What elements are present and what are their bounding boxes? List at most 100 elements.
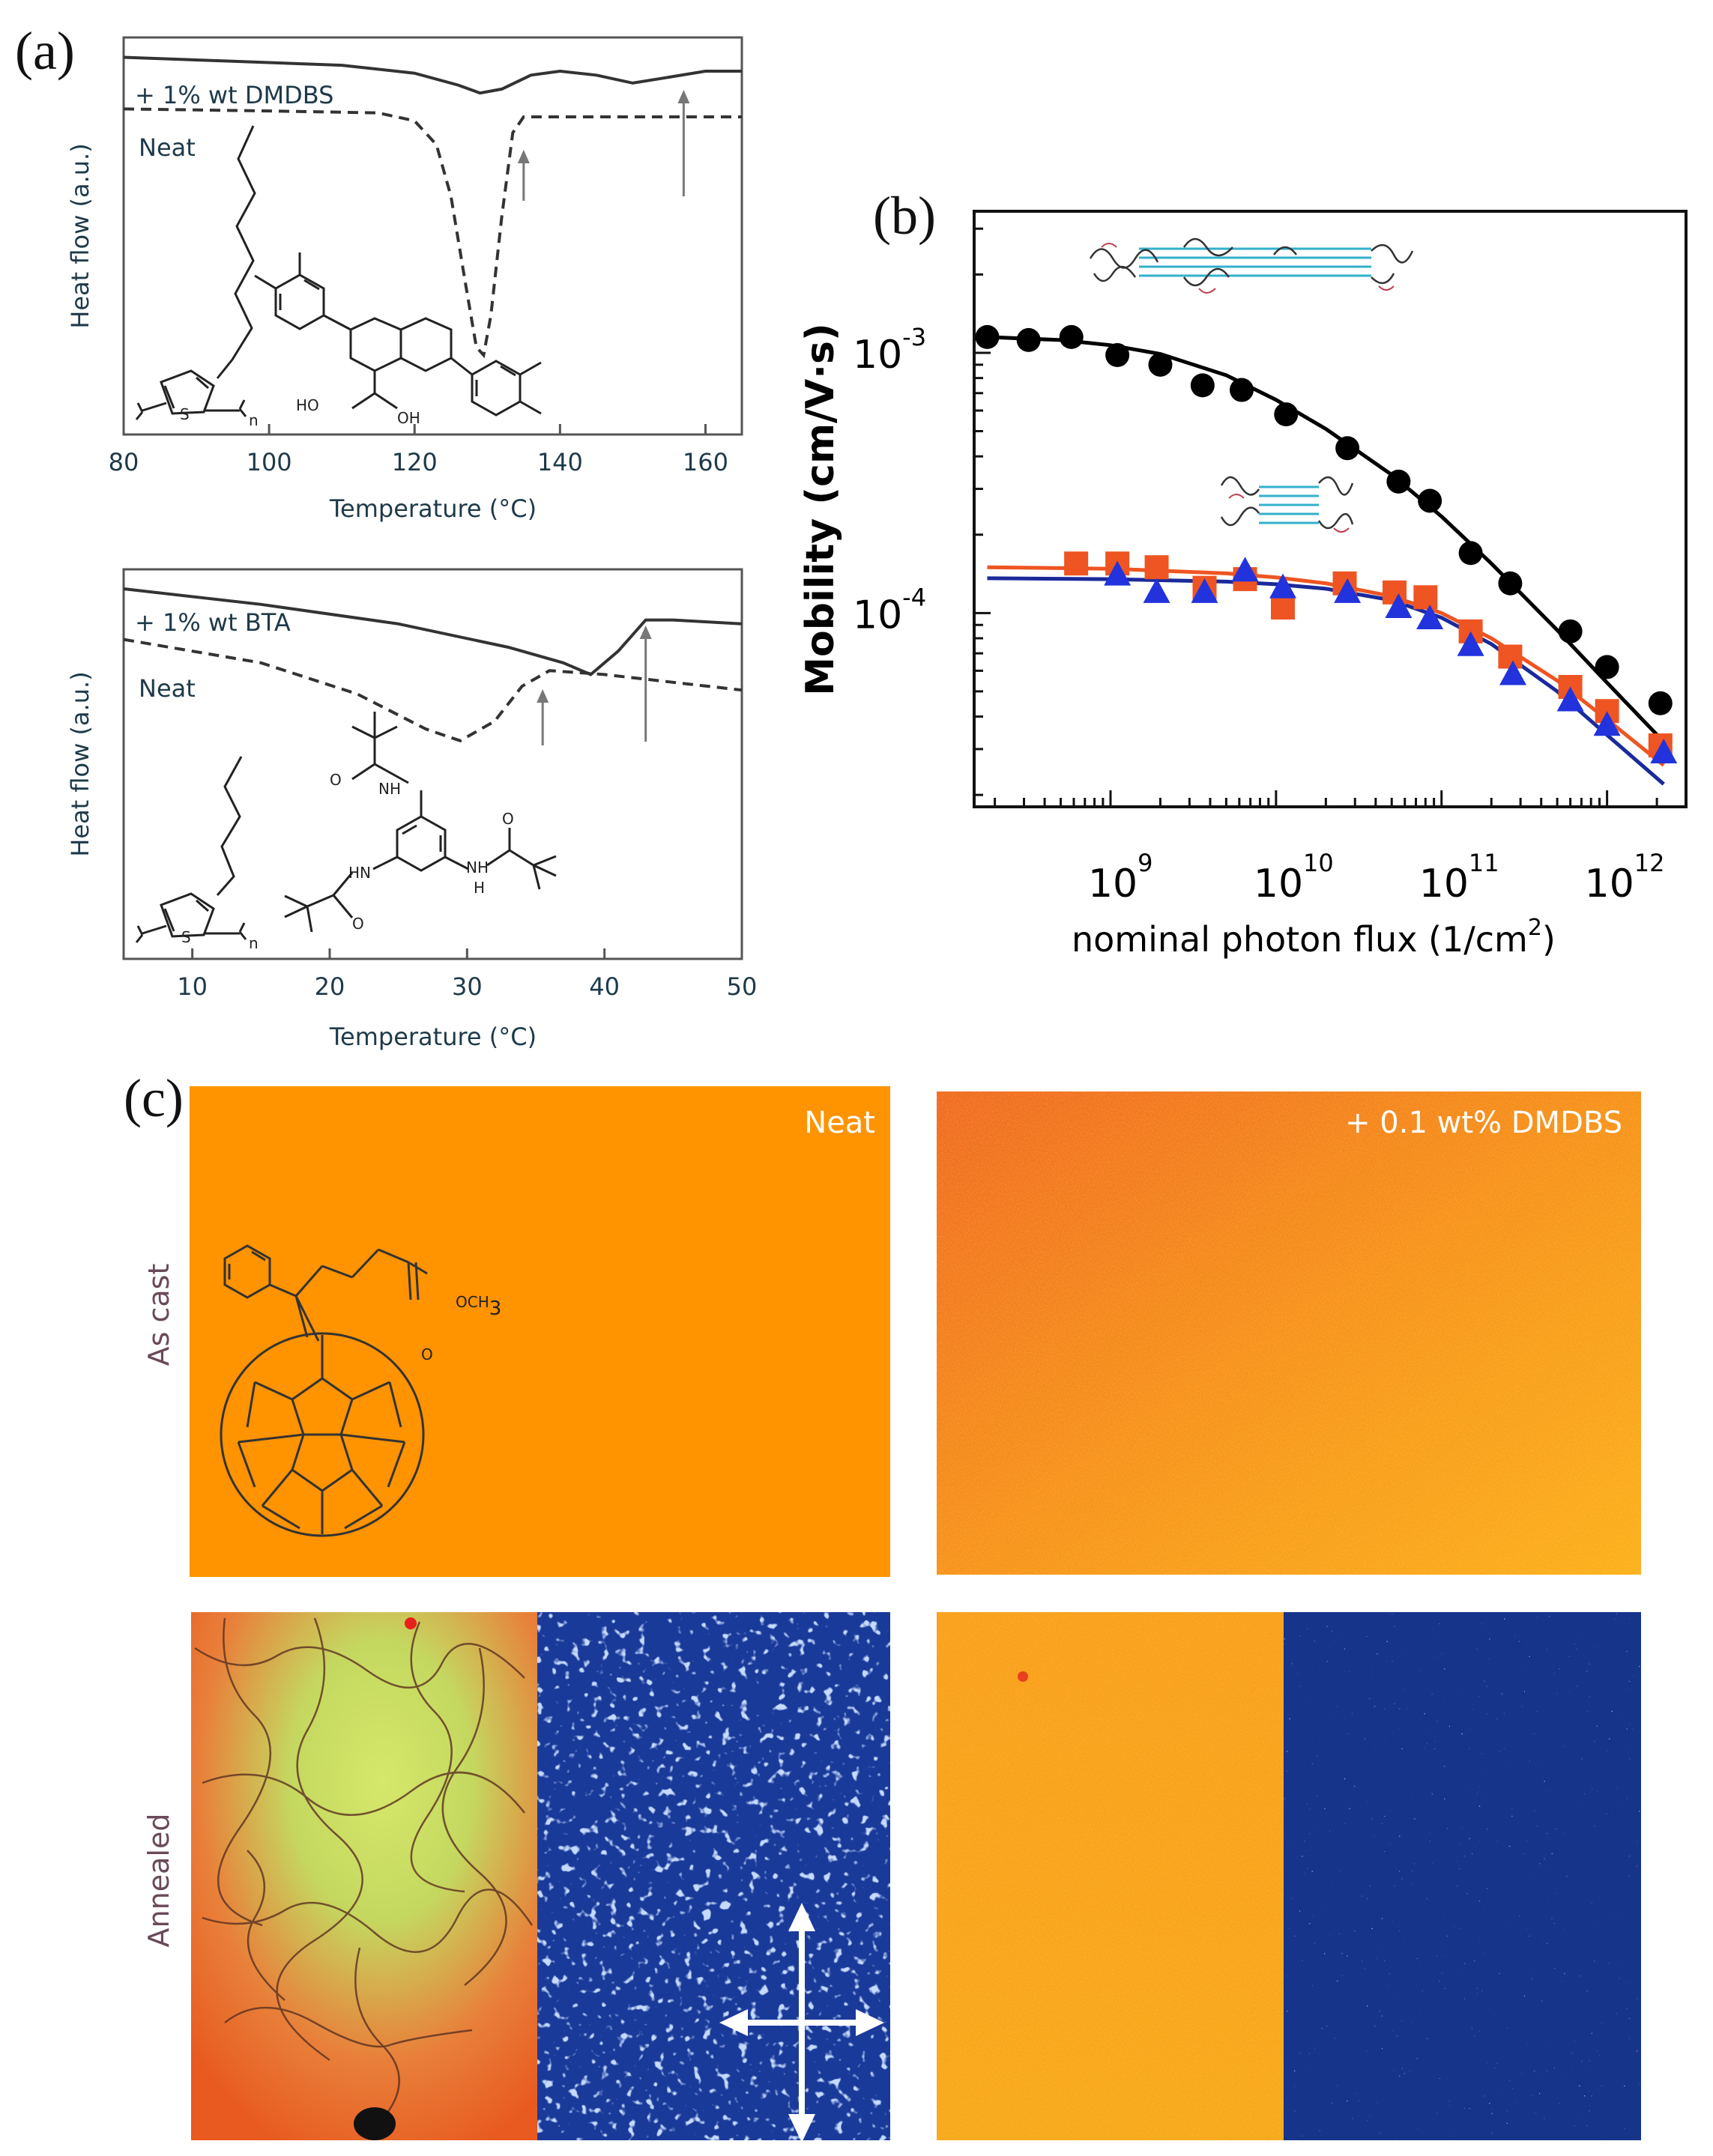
data-point-square <box>1144 555 1169 580</box>
series-line-neat <box>123 107 742 359</box>
data-point-triangle <box>1556 686 1584 712</box>
data-point-square <box>1064 551 1089 576</box>
curve-label-dmdbs: + 1% wt DMDBS <box>135 81 333 109</box>
chart-b-y-axis-label: Mobility (cm/V·s) <box>798 323 843 696</box>
data-point-circle <box>1498 571 1523 596</box>
x-tick-label: 20 <box>315 972 345 1001</box>
transition-arrowhead <box>517 150 530 163</box>
x-axis-label-bottom: Temperature (°C) <box>329 1023 537 1051</box>
data-point-square <box>1498 644 1523 669</box>
data-point-triangle <box>1457 631 1484 656</box>
x-tick-label: 1011 <box>1419 849 1499 906</box>
chem-label-nh-1: NH <box>378 780 401 798</box>
data-point-circle <box>1230 378 1254 402</box>
chem-label-n-bottom: n <box>249 934 259 952</box>
data-point-triangle <box>1499 660 1527 685</box>
data-point-square <box>1413 585 1438 610</box>
chart-b-ticks: 109 1010 1011 1012 10-3 10-4 <box>853 227 1688 906</box>
data-point-circle <box>1458 541 1483 566</box>
panel-label-b: (b) <box>873 186 936 246</box>
fit-curve <box>987 335 1666 743</box>
chart-a-bottom: 10 20 30 40 50 + 1% wt BTA Neat Temperature … <box>66 568 757 1051</box>
chart-a-top-arrows <box>517 90 690 201</box>
crossed-polarizers-icon <box>719 1903 884 2143</box>
chart-a-top-x-ticks: 80 100 120 140 160 <box>109 424 728 476</box>
chart-a-bottom-x-ticks: 10 20 30 40 50 <box>177 948 757 1001</box>
data-point-circle <box>1558 619 1583 644</box>
image-ascast-dmdbs-grain <box>937 1091 1641 1575</box>
data-point-circle <box>1386 469 1411 494</box>
fit-curve <box>987 565 1665 767</box>
pcbm-o: O <box>421 1345 433 1363</box>
chem-label-o-1: O <box>330 771 342 789</box>
data-point-triangle <box>1104 560 1132 586</box>
data-point-triangle <box>1593 711 1621 736</box>
chem-label-s-bottom: S <box>181 928 191 946</box>
data-point-triangle <box>1416 605 1444 630</box>
data-point-square <box>1271 595 1296 620</box>
data-point-circle <box>1105 343 1130 368</box>
image-annealed-neat-speckle <box>537 1612 890 2140</box>
curve-label-neat: Neat <box>139 133 196 162</box>
x-tick-label: 109 <box>1088 849 1153 906</box>
series-line-bta <box>123 587 743 676</box>
curve-label-neat-bta: Neat <box>139 674 196 703</box>
data-point-triangle <box>1191 578 1218 603</box>
pcbm-sub3: 3 <box>489 1297 502 1320</box>
row-label-annealed: Annealed <box>142 1814 175 1948</box>
panel-label-a: (a) <box>15 21 75 81</box>
data-point-triangle <box>1650 739 1678 764</box>
data-point-triangle <box>1143 578 1170 603</box>
chart-b-x-axis-label: nominal photon flux (1/cm2) <box>1072 915 1556 960</box>
data-point-circle <box>1418 488 1442 513</box>
data-point-circle <box>1335 436 1360 461</box>
x-tick-label: 10 <box>177 972 208 1001</box>
chem-label-o-2: O <box>352 915 364 933</box>
transition-arrowhead <box>639 626 652 639</box>
chem-label-h: H <box>474 879 485 897</box>
x-tick-label: 1010 <box>1254 849 1334 906</box>
image-ascast-neat <box>190 1086 890 1577</box>
chem-label-oh: OH <box>397 409 420 427</box>
chart-a-bottom-frame <box>122 568 743 960</box>
x-tick-label: 120 <box>392 448 438 476</box>
data-point-triangle <box>1334 578 1362 603</box>
y-tick-label: 10-4 <box>853 583 926 638</box>
data-point-circle <box>1648 691 1673 715</box>
pcbm-och3: OCH3 <box>456 1293 501 1320</box>
p3ddt-structure <box>135 125 256 420</box>
data-point-circle <box>1148 352 1173 377</box>
x-label-end: ) <box>1542 919 1556 960</box>
pcbm-och: OCH <box>456 1293 489 1311</box>
chart-b-points <box>975 324 1678 764</box>
data-point-circle <box>1190 373 1215 398</box>
x-axis-label: Temperature (°C) <box>329 494 537 523</box>
image-annealed-neat-light <box>191 1612 537 2140</box>
x-tick-label: 140 <box>537 448 583 476</box>
dmdbs-structure <box>254 252 542 417</box>
series-line-dmdbs <box>123 55 742 95</box>
red-spot-dmdbs <box>1018 1671 1028 1682</box>
x-label-sup: 2 <box>1528 915 1542 941</box>
chart-b: 109 1010 1011 1012 10-3 10-4 Mobility (cm/V·s… <box>798 210 1688 960</box>
label-dmdbs: + 0.1 wt% DMDBS <box>1345 1106 1622 1140</box>
chem-label-nh-2: NH <box>466 859 489 876</box>
curve-label-bta: + 1% wt BTA <box>135 608 291 637</box>
x-label-main: nominal photon flux (1/cm <box>1072 919 1528 960</box>
y-axis-label: Heat flow (a.u.) <box>66 143 94 328</box>
transition-arrowhead <box>677 90 690 103</box>
x-tick-label: 30 <box>452 972 483 1001</box>
x-tick-label: 160 <box>683 448 728 476</box>
x-tick-label: 50 <box>727 972 758 1001</box>
chart-a-bottom-arrows <box>537 626 652 745</box>
x-tick-label: 1012 <box>1585 849 1665 906</box>
bta-structure <box>284 712 557 933</box>
data-point-circle <box>1595 655 1619 679</box>
pcbm-structure <box>220 1244 428 1537</box>
data-point-triangle <box>1269 573 1297 599</box>
chart-b-frame <box>973 210 1688 808</box>
series-line-neat-bta <box>123 638 743 742</box>
chem-label-ho: HO <box>296 396 319 414</box>
image-annealed-dmdbs-speckle <box>1284 1612 1641 2140</box>
